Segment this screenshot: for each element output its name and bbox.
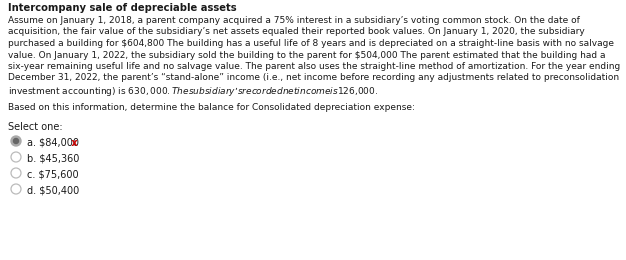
Text: purchased a building for $604,800 The building has a useful life of 8 years and : purchased a building for $604,800 The bu… (8, 39, 614, 48)
Text: Select one:: Select one: (8, 122, 63, 132)
Text: c. $75,600: c. $75,600 (27, 170, 79, 179)
Text: six-year remaining useful life and no salvage value. The parent also uses the st: six-year remaining useful life and no sa… (8, 62, 620, 71)
Text: d. $50,400: d. $50,400 (27, 185, 80, 196)
Text: December 31, 2022, the parent’s “stand-alone” income (i.e., net income before re: December 31, 2022, the parent’s “stand-a… (8, 74, 619, 82)
Text: acquisition, the fair value of the subsidiary’s net assets equaled their reporte: acquisition, the fair value of the subsi… (8, 28, 585, 36)
Text: x: x (68, 138, 77, 147)
Text: investment accounting) is $630,000 . The subsidiary’s recorded net income is $12: investment accounting) is $630,000 . The… (8, 85, 378, 98)
Text: b. $45,360: b. $45,360 (27, 153, 80, 164)
Text: value. On January 1, 2022, the subsidiary sold the building to the parent for $5: value. On January 1, 2022, the subsidiar… (8, 50, 605, 60)
Text: Assume on January 1, 2018, a parent company acquired a 75% interest in a subsidi: Assume on January 1, 2018, a parent comp… (8, 16, 580, 25)
Text: a. $84,000: a. $84,000 (27, 138, 79, 147)
Text: Intercompany sale of depreciable assets: Intercompany sale of depreciable assets (8, 3, 237, 13)
Circle shape (14, 139, 19, 144)
Circle shape (11, 136, 21, 146)
Text: Based on this information, determine the balance for Consolidated depreciation e: Based on this information, determine the… (8, 102, 415, 112)
